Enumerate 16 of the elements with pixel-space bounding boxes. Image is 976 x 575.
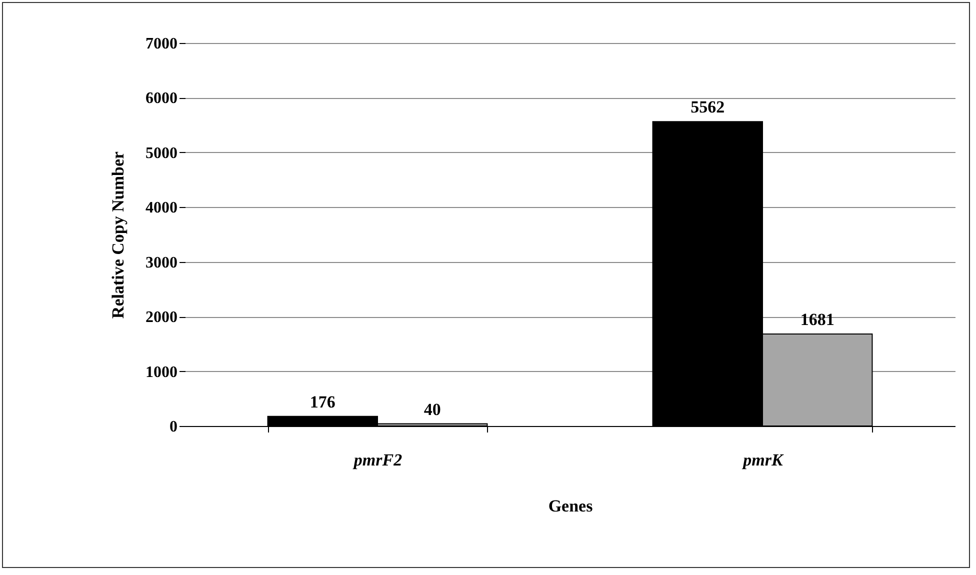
data-label: 40 xyxy=(424,400,441,419)
y-tick-label: 2000 xyxy=(146,309,178,326)
y-tick-label: 4000 xyxy=(146,200,178,217)
x-tick-label: pmrF2 xyxy=(352,450,403,470)
x-axis-title: Genes xyxy=(548,496,594,516)
y-tick-label: 6000 xyxy=(146,90,178,108)
y-tick-label: 1000 xyxy=(146,364,178,381)
x-tick-label: pmrK xyxy=(741,450,784,470)
data-label: 5562 xyxy=(690,98,725,117)
y-tick-label: 0 xyxy=(170,418,178,436)
y-tick-label: 7000 xyxy=(146,36,178,52)
y-tick-label: 5000 xyxy=(146,144,178,162)
y-axis-title: Relative Copy Number xyxy=(108,150,128,319)
data-label: 1681 xyxy=(800,310,834,330)
data-label: 176 xyxy=(310,392,336,412)
y-tick-label: 3000 xyxy=(146,254,178,272)
